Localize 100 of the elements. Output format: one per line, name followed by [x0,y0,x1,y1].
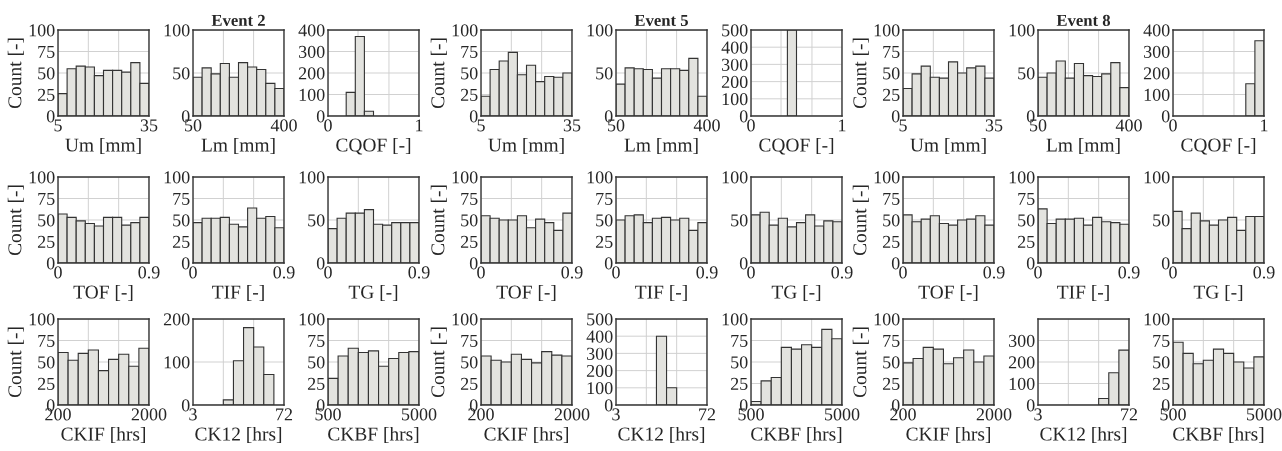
y-tick-label: 25 [882,88,900,101]
x-axis-title: TG [-] [1193,284,1243,302]
x-tick-label: 5 [477,119,485,132]
y-tick-label: 100 [587,171,613,184]
x-axis-title: CKBF [hrs] [751,426,842,444]
x-tick-label: 72 [699,408,716,421]
x-tick-label: 1 [839,119,846,132]
y-tick-label: 100 [722,313,748,326]
y-tick-label: 0 [316,110,325,123]
y-tick-label: 0 [469,110,478,123]
y-tick-label: 0 [46,257,55,270]
y-tick-label: 400 [1143,24,1170,37]
x-tick-label: 0.9 [696,266,718,279]
x-tick-label: 35 [140,119,158,132]
y-tick-label: 50 [883,356,900,369]
y-tick-label: 0 [181,399,190,412]
y-tick-label: 0 [604,399,613,412]
y-tick-label: 75 [461,45,478,58]
y-tick-label: 75 [38,334,55,347]
x-tick-label: 3 [1034,408,1042,421]
x-axis-title: TOF [-] [496,284,556,302]
y-tick-label: 75 [883,45,900,58]
y-tick-label: 0 [46,110,55,123]
y-axis-title: Count [-] [430,327,447,398]
x-tick-label: 0.9 [561,266,583,279]
x-axis-title: TIF [-] [212,284,264,302]
y-tick-label: 0 [1026,257,1035,270]
y-tick-label: 500 [587,313,613,326]
y-tick-label: 75 [461,334,478,347]
y-tick-label: 100 [1144,88,1170,101]
y-tick-label: 100 [1009,24,1035,37]
x-tick-label: 2000 [976,408,1012,421]
y-tick-label: 50 [596,67,613,80]
y-tick-label: 400 [298,24,325,37]
y-tick-label: 100 [452,24,478,37]
x-axis-title: TOF [-] [918,284,978,302]
x-tick-label: 5000 [401,408,437,421]
y-tick-label: 75 [883,334,900,347]
y-tick-label: 25 [1152,377,1170,390]
x-axis-title: CK12 [hrs] [195,426,282,444]
y-tick-label: 25 [37,377,55,390]
y-tick-label: 100 [1009,377,1035,390]
y-tick-label: 100 [587,382,613,395]
y-tick-label: 100 [164,356,190,369]
x-tick-label: 0.9 [408,266,430,279]
y-tick-label: 75 [461,192,478,205]
x-axis-title: CQOF [-] [1181,137,1256,155]
y-tick-label: 50 [461,356,478,369]
x-axis-title: CK12 [hrs] [1040,426,1127,444]
y-axis-title: Count [-] [430,185,447,256]
x-axis-title: TIF [-] [635,284,687,302]
y-axis-title: Count [-] [7,327,24,398]
y-tick-label: 300 [299,45,325,58]
y-tick-label: 50 [38,356,55,369]
y-tick-label: 100 [299,171,325,184]
y-tick-label: 25 [1017,235,1035,248]
y-tick-label: 50 [731,214,748,227]
y-tick-label: 300 [587,347,613,360]
y-tick-label: 25 [730,377,748,390]
y-tick-label: 100 [29,313,55,326]
y-tick-label: 0 [1161,257,1170,270]
x-tick-label: 72 [1121,408,1138,421]
x-axis-title: TIF [-] [1057,284,1109,302]
y-tick-label: 100 [722,93,748,106]
y-tick-label: 75 [38,45,55,58]
y-tick-label: 0 [316,257,325,270]
y-tick-label: 100 [1144,171,1170,184]
y-tick-label: 0 [181,257,190,270]
y-tick-label: 100 [1144,313,1170,326]
x-tick-label: 3 [612,408,620,421]
y-tick-label: 50 [883,214,900,227]
y-tick-label: 0 [604,257,613,270]
y-tick-label: 100 [164,24,190,37]
y-tick-label: 100 [164,171,190,184]
y-tick-label: 0 [1161,110,1170,123]
y-tick-label: 0 [739,257,748,270]
y-tick-label: 0 [739,110,748,123]
y-axis-title: Count [-] [7,38,24,109]
x-axis-title: CKIF [hrs] [484,426,568,444]
x-tick-label: 2000 [554,408,590,421]
y-tick-label: 200 [1008,356,1035,369]
y-tick-label: 200 [1143,67,1170,80]
chart-title: Event 5 [634,14,688,26]
x-axis-title: CK12 [hrs] [618,426,705,444]
y-tick-label: 50 [308,356,325,369]
y-tick-label: 25 [882,235,900,248]
x-axis-title: Lm [mm] [624,137,698,155]
x-axis-title: CKBF [hrs] [1173,426,1264,444]
y-tick-label: 50 [461,67,478,80]
y-tick-label: 50 [883,67,900,80]
x-tick-label: 35 [985,119,1003,132]
x-axis-title: Um [mm] [488,137,564,155]
y-axis-title: Count [-] [852,185,869,256]
y-tick-label: 50 [596,214,613,227]
x-tick-label: 400 [1115,119,1142,132]
y-tick-label: 100 [587,24,613,37]
x-tick-label: 1 [416,119,423,132]
y-axis-title: Count [-] [7,185,24,256]
y-tick-label: 300 [1009,334,1035,347]
x-axis-title: TG [-] [771,284,821,302]
